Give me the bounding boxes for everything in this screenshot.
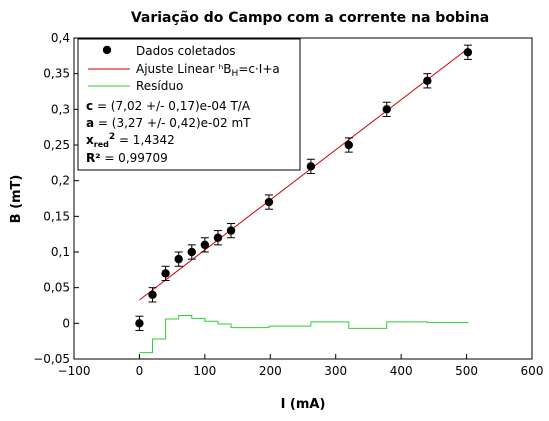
data-point — [174, 254, 183, 264]
data-point — [187, 247, 196, 257]
stat-c-param: c — [86, 99, 93, 113]
plot-frame — [73, 37, 533, 360]
fit-line — [139, 48, 469, 301]
legend-ajuste-formula-sub: H — [232, 69, 239, 79]
y-tick-label: 0,3 — [51, 102, 70, 116]
stat-chi2-param: x — [86, 133, 94, 147]
y-tick-label: 0 — [62, 316, 70, 330]
legend: Dados coletados Ajuste Linear ʰBH=c·I+a … — [77, 38, 301, 171]
data-point — [344, 140, 353, 150]
stat-chi2: xred2 = 1,4342 — [86, 132, 175, 149]
x-tick-label: −100 — [58, 364, 91, 378]
x-axis-label: I (mA) — [281, 397, 326, 412]
y-tick-label: 0,1 — [51, 245, 70, 259]
y-tick-label: −0,05 — [33, 352, 70, 366]
data-point — [306, 162, 316, 171]
series-layer — [135, 44, 473, 354]
stat-r2-param: R² — [86, 151, 101, 165]
data-point — [463, 48, 473, 57]
data-point — [148, 290, 157, 299]
stat-a-param: a — [86, 116, 94, 130]
legend-ajuste-formula-suffix: =c·I+a — [238, 62, 279, 76]
x-tick-label: 0 — [136, 364, 144, 378]
legend-label-dados: Dados coletados — [136, 44, 236, 58]
data-point — [226, 226, 236, 235]
y-tick-label: 0,35 — [43, 67, 70, 81]
data-point — [264, 197, 274, 207]
stat-chi2-sup: 2 — [109, 132, 115, 142]
stat-chi2-sub: red — [94, 140, 109, 149]
y-axis-label: B (mT) — [9, 175, 24, 224]
data-point — [423, 76, 432, 86]
legend-marker-dados — [102, 45, 112, 55]
data-point — [382, 105, 391, 114]
stat-a-value: = (3,27 +/- 0,42)e-02 mT — [94, 116, 251, 130]
data-point — [213, 233, 223, 242]
y-tick-label: 0,25 — [43, 138, 70, 152]
x-tick-label: 200 — [259, 364, 282, 378]
legend-box — [77, 38, 301, 171]
x-tick-label: 100 — [193, 364, 216, 378]
x-tick-label: 500 — [455, 364, 478, 378]
stat-r2-value: = 0,99709 — [101, 151, 168, 165]
legend-ajuste-formula-prefix: ʰB — [218, 62, 231, 76]
y-axis: −0,05 0 0,05 0,1 0,15 0,2 0,25 0,3 0,35 0,4 — [33, 31, 79, 366]
x-tick-label: 300 — [324, 364, 347, 378]
legend-label-ajuste: Ajuste Linear ʰBH=c·I+a — [136, 62, 280, 79]
legend-ajuste-name: Ajuste Linear — [136, 62, 215, 76]
stat-c: c = (7,02 +/- 0,17)e-04 T/A — [86, 99, 251, 113]
stat-a: a = (3,27 +/- 0,42)e-02 mT — [86, 116, 251, 130]
x-tick-label: 400 — [390, 364, 413, 378]
chart-title: Variação do Campo com a corrente na bobi… — [131, 10, 489, 26]
legend-label-residuo: Resíduo — [136, 79, 183, 93]
y-tick-label: 0,15 — [43, 209, 70, 223]
data-point — [200, 240, 210, 250]
stat-r2: R² = 0,99709 — [86, 151, 168, 165]
y-tick-label: 0,05 — [43, 281, 70, 295]
data-point — [135, 319, 144, 328]
stat-chi2-value: = 1,4342 — [115, 133, 175, 147]
x-tick-label: 600 — [521, 364, 544, 378]
y-tick-label: 0,4 — [51, 31, 70, 45]
x-axis: −100 0 100 200 300 400 500 600 — [58, 354, 544, 378]
stat-c-value: = (7,02 +/- 0,17)e-04 T/A — [93, 99, 251, 113]
y-tick-label: 0,2 — [51, 174, 70, 188]
residual-step-line — [139, 314, 469, 354]
data-point — [161, 269, 170, 278]
